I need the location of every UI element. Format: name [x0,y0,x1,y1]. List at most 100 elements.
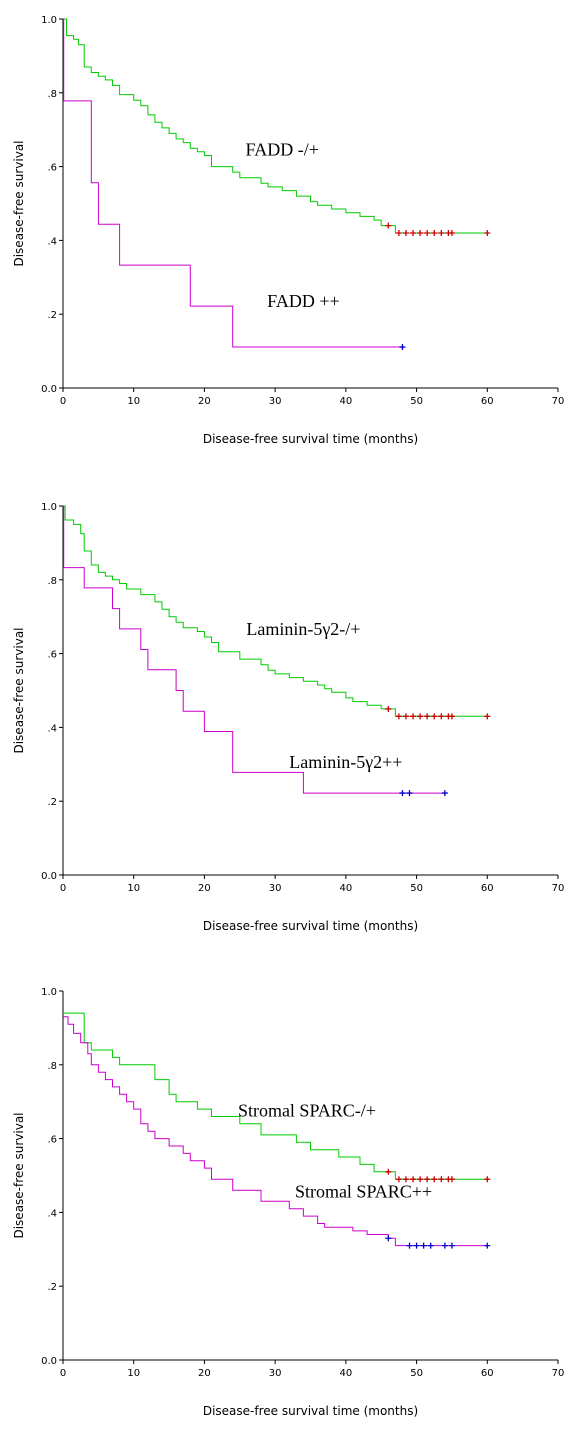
censor-mark [431,713,438,720]
x-tick-label: 40 [339,396,352,407]
x-tick-label: 50 [410,396,423,407]
censor-mark [448,1242,455,1249]
censor-mark [448,230,455,237]
x-tick-label: 30 [269,883,282,894]
censor-mark [441,1242,448,1249]
censor-mark [417,713,424,720]
censor-mark [484,1176,491,1183]
censor-mark [406,790,413,797]
x-tick-label: 40 [339,1368,352,1379]
censor-mark [402,713,409,720]
survival-curve-2 [63,18,403,348]
censor-mark [438,713,445,720]
y-tick-label: .8 [47,1061,57,1072]
km-chart-1: 0 10 20 30 40 50 60 70 0.0 .2 .4 .6 .8 1.0 Disease-fre… [0,0,564,468]
censor-mark [448,1176,455,1183]
km-chart-1-svg: 0 10 20 30 40 50 60 70 0.0 .2 .4 .6 .8 1.0 Disease-fre… [12,15,564,446]
group-label: Stromal SPARC++ [295,1182,432,1202]
censor-mark [424,230,431,237]
x-tick-label: 70 [552,883,564,894]
censor-mark [402,1176,409,1183]
group-label: Stromal SPARC-/+ [238,1100,376,1120]
y-axis-title: Disease-free survival [12,1112,26,1238]
x-tick-label: 30 [269,396,282,407]
censor-mark [484,230,491,237]
y-tick-label: 0.0 [41,1356,57,1367]
y-tick-label: .4 [47,236,57,247]
y-tick-label: 0.0 [41,871,57,882]
y-tick-label: .6 [47,163,57,174]
survival-curve-1 [63,18,488,234]
x-axis-title: Disease-free survival time (months) [203,432,418,446]
x-tick-label: 10 [127,1368,140,1379]
y-tick-label: .8 [47,89,57,100]
x-tick-label: 50 [410,883,423,894]
censor-mark [399,790,406,797]
km-chart-2: 0 10 20 30 40 50 60 70 0.0 .2 .4 .6 .8 1.0 Disease-fre… [0,487,564,955]
x-tick-label: 60 [481,396,494,407]
censor-mark [448,713,455,720]
x-tick-label: 10 [127,883,140,894]
y-tick-label: 1.0 [41,502,57,513]
censor-mark [441,790,448,797]
x-axis-title: Disease-free survival time (months) [203,919,418,933]
x-tick-label: 30 [269,1368,282,1379]
x-axis-title: Disease-free survival time (months) [203,1404,418,1418]
y-axis-title: Disease-free survival [12,627,26,753]
x-tick-label: 20 [198,883,211,894]
censor-mark [385,222,392,229]
censor-mark [410,713,417,720]
censor-mark [427,1242,434,1249]
group-label: FADD -/+ [246,140,319,160]
censor-mark [424,713,431,720]
censor-mark [484,713,491,720]
censor-mark [406,1242,413,1249]
y-tick-label: .4 [47,723,57,734]
survival-curve-2 [63,505,445,794]
x-tick-label: 40 [339,883,352,894]
censor-mark [438,230,445,237]
x-tick-label: 70 [552,1368,564,1379]
censor-mark [395,713,402,720]
y-tick-label: 1.0 [41,987,57,998]
censor-mark [385,705,392,712]
censor-mark [402,230,409,237]
x-tick-label: 60 [481,883,494,894]
y-tick-label: .2 [47,310,57,321]
group-label: Laminin-5γ2++ [289,752,402,772]
survival-curve-2 [63,1016,488,1247]
censor-mark [385,1168,392,1175]
y-tick-label: .2 [47,1282,57,1293]
y-tick-label: 0.0 [41,384,57,395]
y-tick-label: .4 [47,1208,57,1219]
censor-mark [399,344,406,351]
km-chart-2-svg: 0 10 20 30 40 50 60 70 0.0 .2 .4 .6 .8 1.0 Disease-fre… [12,502,564,933]
y-tick-label: 1.0 [41,15,57,26]
censor-mark [424,1176,431,1183]
censor-mark [431,1176,438,1183]
y-tick-label: .6 [47,1135,57,1146]
x-tick-label: 0 [60,883,66,894]
survival-curve-1 [63,505,488,717]
censor-mark [484,1242,491,1249]
x-tick-label: 0 [60,396,66,407]
censor-mark [385,1235,392,1242]
censor-mark [417,230,424,237]
y-axis-title: Disease-free survival [12,140,26,266]
y-tick-label: .8 [47,576,57,587]
y-tick-label: .6 [47,650,57,661]
censor-mark [420,1242,427,1249]
censor-mark [431,230,438,237]
censor-mark [410,1176,417,1183]
group-label: FADD ++ [267,291,339,311]
group-label: Laminin-5γ2-/+ [246,619,360,639]
censor-mark [395,230,402,237]
km-chart-3: 0 10 20 30 40 50 60 70 0.0 .2 .4 .6 .8 1.0 Disease-fre… [0,972,564,1440]
x-tick-label: 60 [481,1368,494,1379]
censor-mark [410,230,417,237]
censor-mark [417,1176,424,1183]
survival-curve-1 [63,1012,488,1180]
x-tick-label: 20 [198,1368,211,1379]
x-tick-label: 10 [127,396,140,407]
censor-mark [413,1242,420,1249]
